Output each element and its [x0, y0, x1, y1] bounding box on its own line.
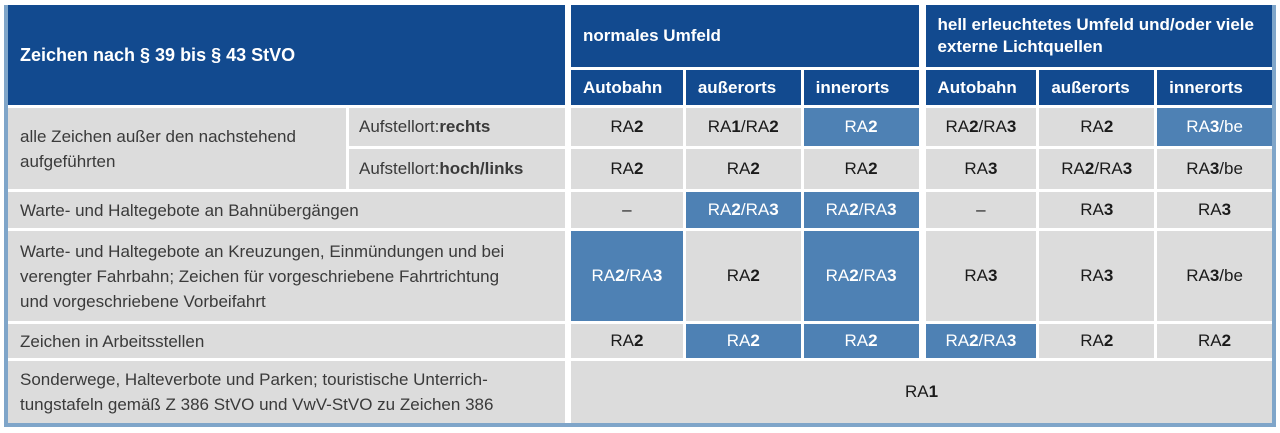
- ra-value-cell: RA 2: [803, 149, 919, 189]
- column-header-außerorts: außerorts: [685, 70, 801, 105]
- ra-value-cell: RA 2: [1157, 324, 1272, 358]
- row-label: Sonderwege, Halteverbote und Parken; tou…: [8, 361, 565, 423]
- ra-value-cell: RA 3: [1157, 192, 1272, 228]
- ra-value-cell: RA 2: [1039, 108, 1155, 146]
- ra-value-cell: RA 2: [685, 324, 801, 358]
- ra-value-cell: RA 3: [921, 149, 1037, 189]
- row-label: Zeichen in Arbeitsstellen: [8, 324, 565, 358]
- ra-value-cell: RA 2/RA 3: [921, 108, 1037, 146]
- ra-value-cell: RA 3/be: [1157, 149, 1272, 189]
- ra-value-cell: RA 2: [685, 231, 801, 321]
- ra-value-cell: RA 2/RA 3: [803, 231, 919, 321]
- column-header-innerorts: innerorts: [803, 70, 919, 105]
- row-label: alle Zeichen außer den nachstehend aufge…: [8, 108, 346, 189]
- ra-value-cell: RA 3/be: [1157, 231, 1272, 321]
- ra-value-cell: RA 2/RA 3: [685, 192, 801, 228]
- ra-value-cell: RA 2/RA 3: [1039, 149, 1155, 189]
- ra-value-cell: RA 2: [803, 324, 919, 358]
- column-header-innerorts: innerorts: [1157, 70, 1272, 105]
- aufstellort-label: Aufstellort: rechts: [349, 108, 565, 146]
- ra-value-cell: –: [921, 192, 1037, 228]
- column-header-autobahn: Autobahn: [921, 70, 1037, 105]
- ra-value-cell: RA 2/RA 3: [803, 192, 919, 228]
- ra-value-cell: RA 1/RA 2: [685, 108, 801, 146]
- ra-value-cell: –: [568, 192, 683, 228]
- ra-value-cell: RA 1: [568, 361, 1272, 423]
- column-header-außerorts: außerorts: [1039, 70, 1155, 105]
- row-label: Warte- und Haltegebote an Bahnübergängen: [8, 192, 565, 228]
- aufstellort-label: Aufstellort: hoch/links: [349, 149, 565, 189]
- ra-value-cell: RA 3: [1039, 231, 1155, 321]
- ra-value-cell: RA 2: [803, 108, 919, 146]
- ra-value-cell: RA 2: [685, 149, 801, 189]
- ra-value-cell: RA 3: [1039, 192, 1155, 228]
- table-title-cell: Zeichen nach § 39 bis § 43 StVO: [8, 5, 565, 105]
- ra-value-cell: RA 2/RA 3: [568, 231, 683, 321]
- ra-value-cell: RA 2: [568, 108, 683, 146]
- page: Zeichen nach § 39 bis § 43 StVO normales…: [0, 5, 1280, 433]
- ra-value-cell: RA 3/be: [1157, 108, 1272, 146]
- ra-value-cell: RA 2: [568, 324, 683, 358]
- ra-value-cell: RA 2: [1039, 324, 1155, 358]
- ra-value-cell: RA 2: [568, 149, 683, 189]
- header-group-normal-umfeld: normales Umfeld: [568, 5, 919, 67]
- stvo-reflection-class-table: Zeichen nach § 39 bis § 43 StVO normales…: [4, 5, 1276, 427]
- column-header-autobahn: Autobahn: [568, 70, 683, 105]
- header-group-hell-erleuchtet: hell erleuchtetes Umfeld und/oder viele …: [921, 5, 1272, 67]
- ra-value-cell: RA 3: [921, 231, 1037, 321]
- row-label: Warte- und Haltegebote an Kreuzungen, Ei…: [8, 231, 565, 321]
- ra-value-cell: RA 2/RA 3: [921, 324, 1037, 358]
